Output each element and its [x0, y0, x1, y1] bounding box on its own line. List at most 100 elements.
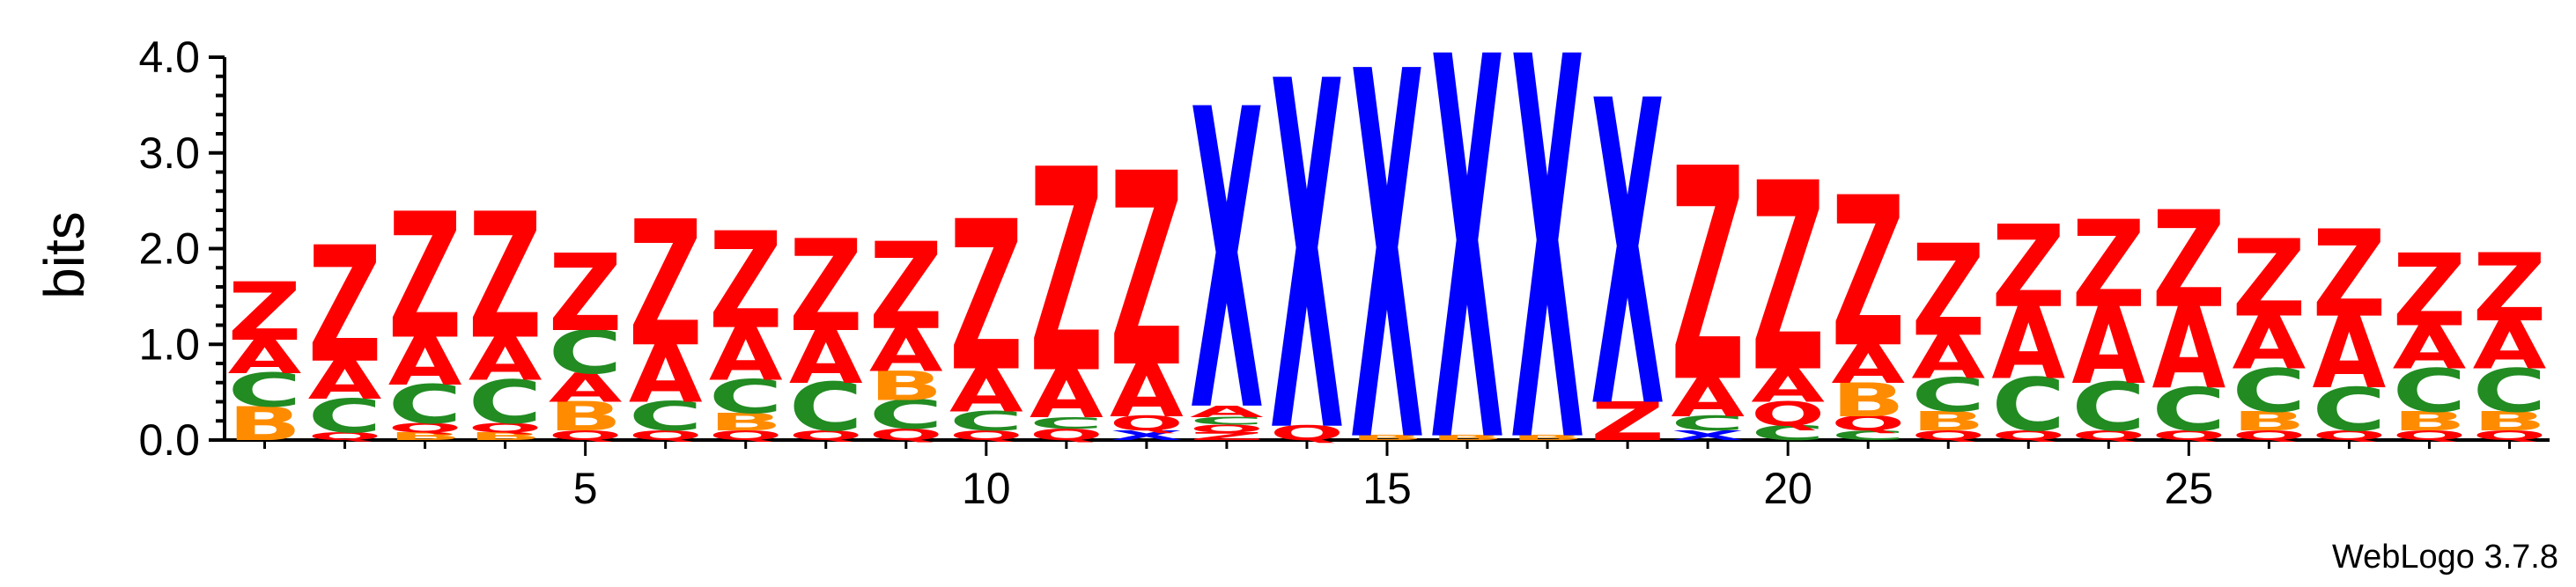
logo-letter: A — [629, 327, 703, 421]
logo-letter: Q — [1751, 395, 1825, 434]
logo-letter: C — [2071, 369, 2145, 446]
y-tick-label: 0.0 — [138, 415, 200, 465]
logo-letter: A — [1751, 359, 1825, 413]
logo-letter: Q — [549, 428, 623, 444]
logo-letter: X — [1270, 0, 1344, 539]
logo-letter: A — [2473, 307, 2547, 385]
logo-letter: X — [1190, 25, 1264, 503]
logo-letter: B — [1350, 434, 1424, 442]
logo-letter: C — [1030, 414, 1103, 432]
logo-letter: A — [709, 312, 783, 397]
logo-letter: C — [469, 368, 543, 437]
logo-letter: A — [2393, 313, 2467, 383]
logo-letter: B — [469, 430, 543, 443]
logo-letter: Q — [308, 430, 382, 443]
logo-letter: X — [1671, 428, 1745, 444]
logo-letter: Z — [2473, 235, 2547, 343]
logo-letter: Z — [629, 183, 703, 385]
logo-letter: Z — [789, 213, 863, 360]
logo-letter: A — [228, 330, 302, 384]
logo-letter: Z — [2071, 195, 2145, 334]
logo-letter: Z — [1591, 391, 1664, 453]
logo-letter: Q — [789, 428, 863, 444]
logo-letter: Q — [469, 420, 543, 436]
logo-letter: C — [2393, 356, 2467, 426]
logo-letter: B — [2473, 406, 2547, 437]
logo-letter: Z — [1190, 430, 1264, 443]
logo-letter: Q — [2071, 428, 2145, 444]
logo-letter: C — [2313, 376, 2387, 445]
logo-letter: A — [469, 325, 543, 394]
logo-letter: A — [2071, 285, 2145, 408]
logo-letter: A — [1190, 402, 1264, 421]
logo-letter: B — [869, 363, 943, 409]
logo-letter: Q — [2473, 428, 2547, 444]
weblogo-footer: WebLogo 3.7.8 — [2332, 539, 2558, 576]
logo-letter: X — [1110, 428, 1184, 444]
logo-letter: Z — [388, 176, 462, 378]
x-axis: 5 10 15 20 25 — [225, 438, 2550, 513]
logo-letter: Z — [869, 217, 943, 356]
logo-letter: C — [2473, 356, 2547, 426]
logo-letter: X — [1510, 0, 1584, 560]
logo-letter: X — [1430, 0, 1504, 560]
logo-letter: A — [2152, 282, 2225, 414]
logo-letter: Q — [1270, 422, 1344, 444]
logo-letter: C — [1671, 412, 1745, 435]
logo-letter: A — [789, 314, 863, 400]
logo-letter: B — [2233, 406, 2307, 437]
logo-letter: B — [1510, 434, 1584, 442]
x-tick-label: 20 — [1763, 464, 1812, 513]
logo-letter: C — [1911, 368, 1985, 422]
logo-letter: X — [1591, 15, 1664, 502]
x-tick-label: 25 — [2165, 464, 2214, 513]
logo-letter: C — [549, 319, 623, 388]
logo-letter: C — [388, 373, 462, 436]
logo-letter: Z — [2393, 233, 2467, 349]
logo-letter: Q — [869, 425, 943, 444]
logo-letter: Q — [949, 428, 1023, 444]
logo-letter: A — [549, 364, 623, 411]
logo-letter: C — [1751, 422, 1825, 444]
logo-letter: Q — [1911, 428, 1985, 444]
logo-letter: A — [2233, 300, 2307, 385]
logo-letter: A — [308, 349, 382, 411]
logo-letter: C — [2152, 376, 2225, 445]
logo-letter: C — [2233, 356, 2307, 426]
y-tick-label: 4.0 — [138, 33, 200, 82]
logo-letter: Z — [1751, 128, 1825, 430]
logo-letter: B — [2393, 406, 2467, 437]
logo-letter: B — [228, 398, 302, 451]
logo-letter: Q — [2152, 428, 2225, 444]
logo-letter: A — [1991, 286, 2065, 402]
logo-letter: Q — [2313, 428, 2387, 444]
logo-letter: Z — [1831, 153, 1905, 393]
logo-letter: A — [1831, 334, 1905, 395]
logo-letter: Z — [2233, 216, 2307, 341]
logo-letter: X — [1350, 0, 1424, 555]
logo-letter: A — [1110, 348, 1184, 433]
logo-letter: Q — [1110, 412, 1184, 435]
y-tick-label: 3.0 — [138, 128, 200, 178]
logo-letter: B — [1430, 434, 1504, 442]
logo-letter: Q — [629, 428, 703, 444]
logo-letter: C — [629, 393, 703, 440]
logo-letter: A — [388, 323, 462, 400]
logo-letter: Q — [1831, 412, 1905, 435]
logo-letter: B — [709, 408, 783, 437]
logo-letter: Q — [2233, 428, 2307, 444]
logo-letter: Z — [549, 231, 623, 355]
logo-letter: Q — [1030, 425, 1103, 444]
y-tick-label: 1.0 — [138, 319, 200, 369]
logo-letter: Z — [1991, 202, 2065, 333]
logo-letter: C — [1991, 363, 2065, 448]
logo-letter: Z — [1911, 217, 1985, 364]
logo-letter: A — [1030, 356, 1103, 433]
y-axis-label: bits — [33, 211, 96, 299]
logo-letter: Z — [469, 176, 543, 378]
logo-letter: Z — [2313, 205, 2387, 344]
logo-letter: Z — [1671, 106, 1745, 447]
x-tick-label: 5 — [573, 464, 598, 513]
logo-letter: A — [869, 316, 943, 385]
logo-letter: B — [388, 430, 462, 443]
